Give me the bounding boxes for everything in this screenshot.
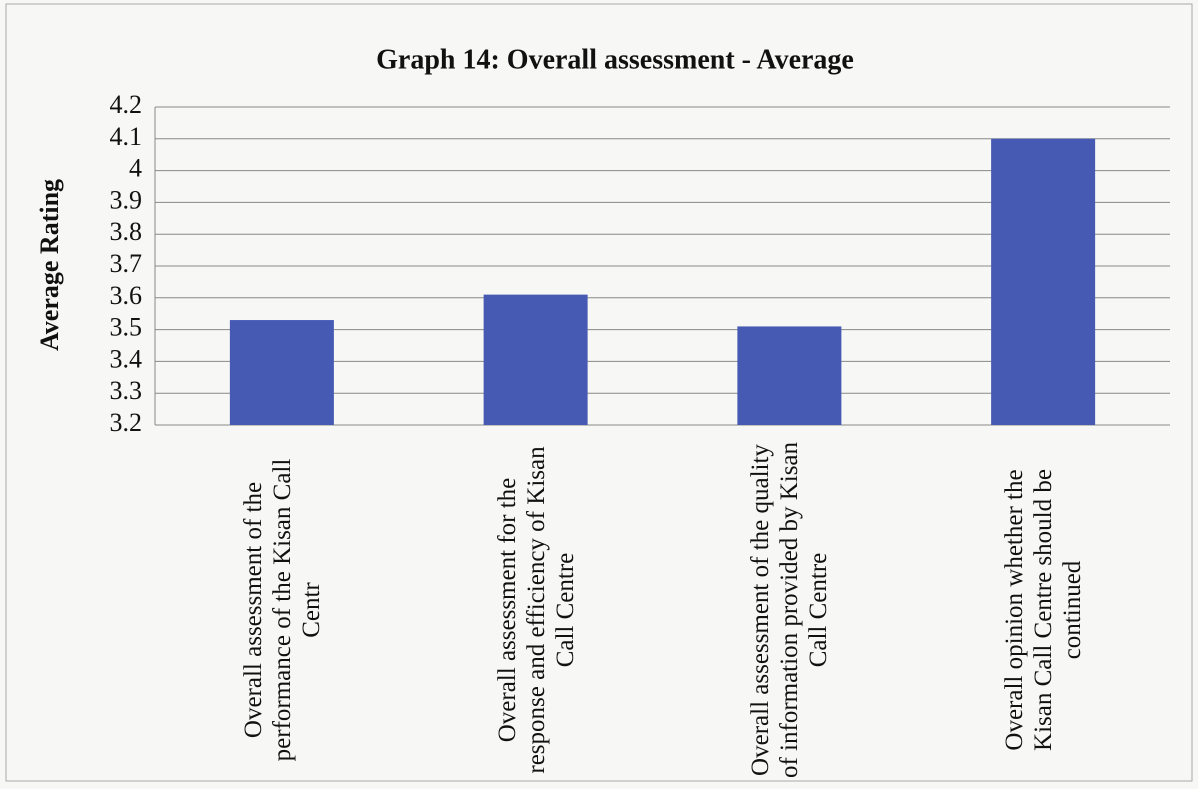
y-axis-label: Average Rating xyxy=(35,179,64,351)
y-tick-label: 4.1 xyxy=(110,122,143,151)
y-tick-label: 4 xyxy=(129,154,142,183)
chart-border xyxy=(5,3,1193,782)
chart-title: Graph 14: Overall assessment - Average xyxy=(376,44,854,75)
bar xyxy=(737,326,842,425)
x-tick-label: Overall assessment of the quality of inf… xyxy=(746,441,832,779)
y-tick-label: 4.2 xyxy=(110,90,143,119)
bar xyxy=(229,320,334,425)
y-tick-label: 3.2 xyxy=(110,408,143,437)
x-tick-label: Overall assessment of the performance of… xyxy=(239,458,325,762)
bar xyxy=(991,138,1096,426)
bar xyxy=(483,294,588,425)
y-tick-label: 3.6 xyxy=(110,281,143,310)
y-tick-label: 3.4 xyxy=(110,344,143,373)
y-tick-label: 3.9 xyxy=(110,185,143,214)
x-tick-label: Overall assessment for the response and … xyxy=(493,446,579,774)
x-tick-label: Overall opinion whether the Kisan Call C… xyxy=(1000,469,1086,751)
y-tick-label: 3.5 xyxy=(110,313,143,342)
y-tick-label: 3.3 xyxy=(110,376,143,405)
y-tick-label: 3.8 xyxy=(110,217,143,246)
y-tick-label: 3.7 xyxy=(110,249,143,278)
